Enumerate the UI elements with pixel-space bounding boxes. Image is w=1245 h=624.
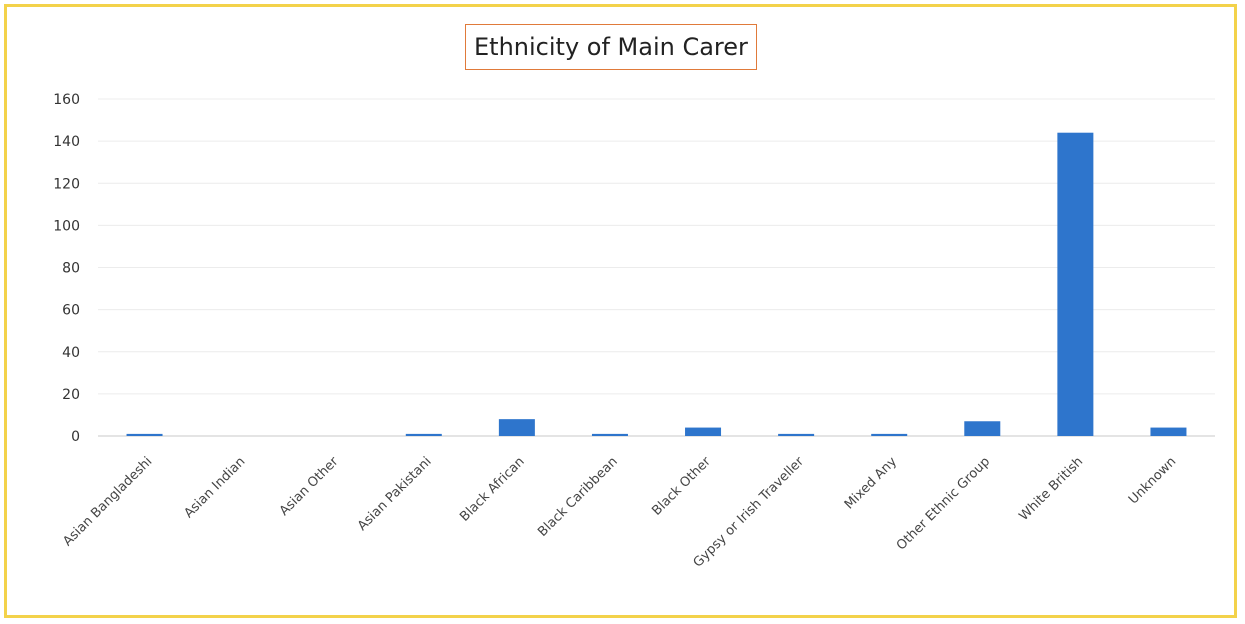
x-category-label: Mixed Any: [842, 454, 900, 512]
bar: [964, 421, 1001, 436]
x-category-label: Black African: [457, 454, 527, 524]
y-tick-label: 40: [62, 345, 80, 361]
x-category-label: White British: [1017, 454, 1087, 524]
bar: [1150, 427, 1187, 436]
y-axis-ticks: 0 20 40 60 80 100 120 140 160: [53, 92, 80, 445]
x-category-label: Asian Other: [277, 454, 342, 519]
gridlines: [98, 98, 1215, 437]
x-category-label: Gypsy or Irish Traveller: [691, 454, 808, 571]
bar: [778, 433, 815, 436]
bar: [405, 433, 442, 436]
chart-frame: [4, 4, 1237, 618]
x-category-label: Asian Pakistani: [355, 454, 435, 534]
x-category-label: Unknown: [1126, 454, 1179, 507]
chart-title: Ethnicity of Main Carer: [465, 24, 757, 70]
bar: [871, 433, 908, 436]
y-tick-label: 80: [62, 261, 80, 277]
y-tick-label: 0: [71, 429, 80, 445]
x-category-label: Asian Indian: [181, 454, 248, 521]
bar: [1057, 132, 1094, 436]
y-tick-label: 140: [53, 134, 80, 150]
x-axis-labels: Asian Bangladeshi Asian Indian Asian Other…: [60, 454, 1179, 571]
x-category-label: Black Caribbean: [535, 454, 621, 540]
bar: [126, 433, 163, 436]
y-tick-label: 160: [53, 92, 80, 108]
bar: [685, 427, 722, 436]
y-tick-label: 20: [62, 387, 80, 403]
x-category-label: Other Ethnic Group: [894, 454, 993, 553]
x-category-label: Black Other: [649, 454, 714, 519]
y-tick-label: 120: [53, 176, 80, 192]
y-tick-label: 60: [62, 303, 80, 319]
y-tick-label: 100: [53, 218, 80, 234]
bar: [591, 433, 628, 436]
bars: [126, 132, 1187, 436]
x-category-label: Asian Bangladeshi: [60, 454, 155, 549]
bar: [498, 419, 535, 436]
